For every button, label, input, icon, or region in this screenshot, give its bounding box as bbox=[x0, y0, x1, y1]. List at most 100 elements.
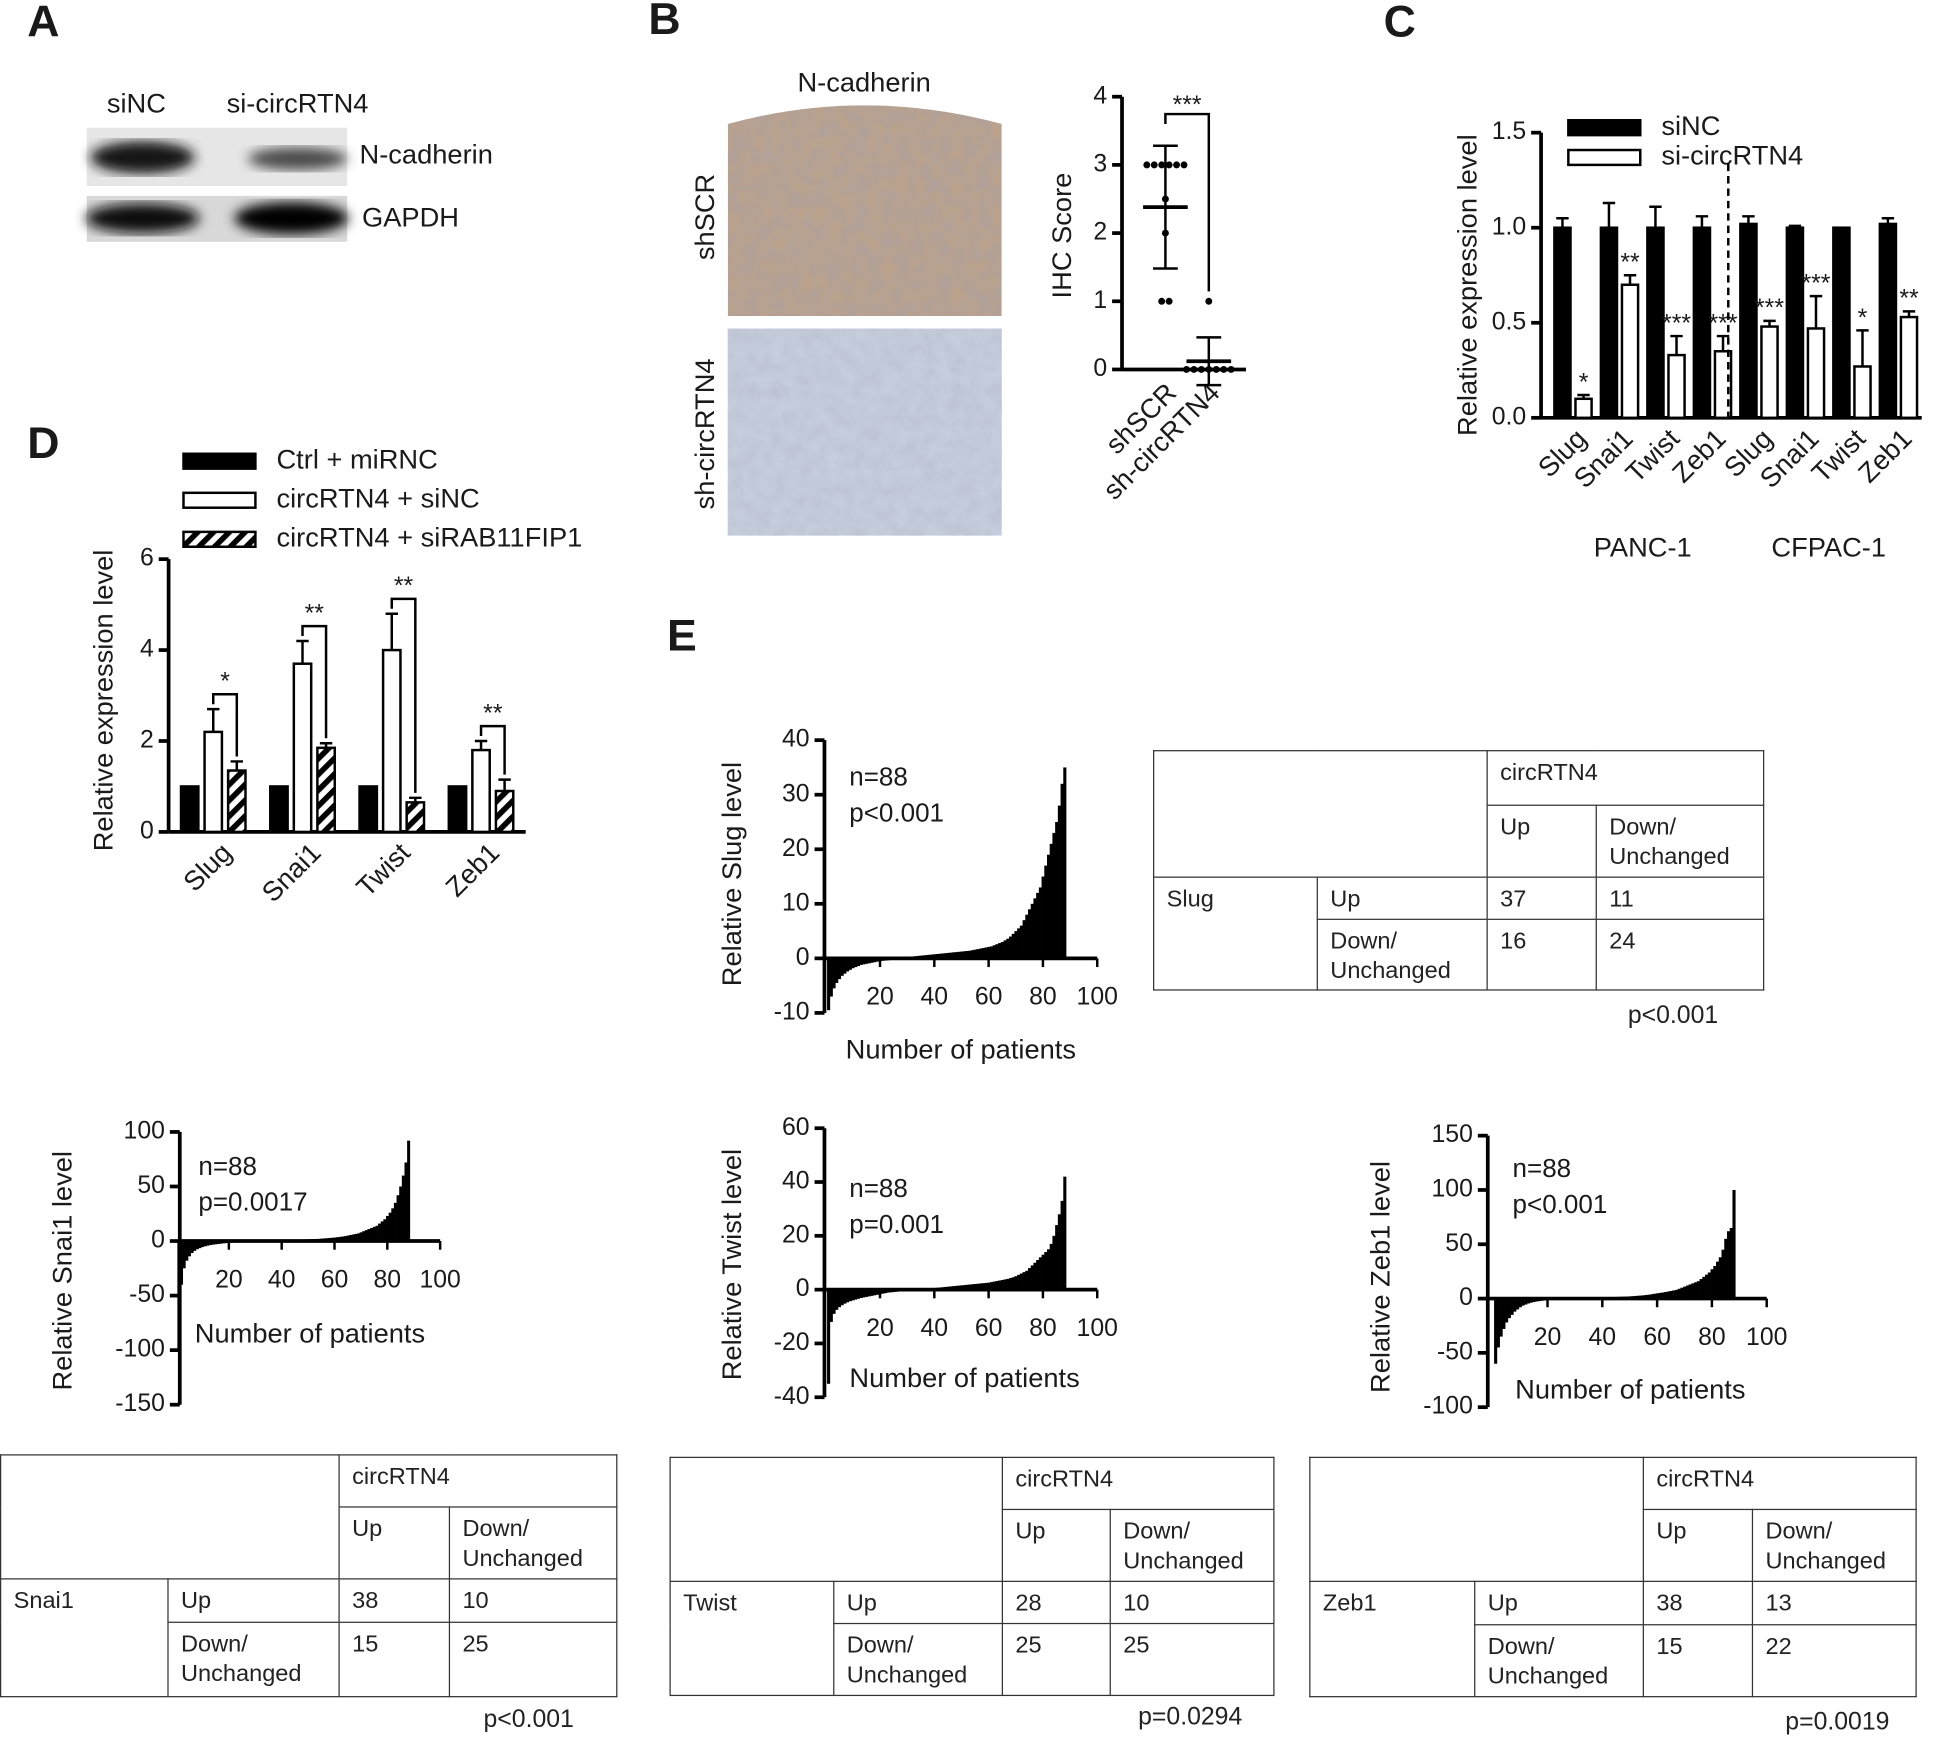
blot-band bbox=[91, 141, 195, 173]
bar bbox=[1700, 1279, 1703, 1299]
y-axis-label: Relative Snai1 level bbox=[47, 1151, 78, 1390]
bar bbox=[1732, 1190, 1735, 1299]
bar bbox=[1761, 327, 1777, 418]
y-tick-label: 0 bbox=[796, 944, 810, 971]
error-bar bbox=[1856, 330, 1868, 366]
significance-label: *** bbox=[1709, 310, 1738, 337]
legend-swatch bbox=[183, 493, 255, 508]
column-label: Down/ Unchanged bbox=[449, 1507, 616, 1579]
bar bbox=[1711, 1269, 1714, 1298]
table-row: circRTN4 bbox=[1, 1455, 617, 1507]
group-label: PANC-1 bbox=[1594, 531, 1692, 562]
bar bbox=[1063, 1177, 1066, 1290]
x-tick-label: 40 bbox=[921, 1315, 949, 1342]
band-label: N-cadherin bbox=[360, 138, 493, 169]
y-tick-label: 150 bbox=[1432, 1121, 1473, 1148]
data-point bbox=[1158, 161, 1165, 168]
x-tick-label: Zeb1 bbox=[1852, 423, 1918, 489]
y-tick-label: -50 bbox=[1437, 1338, 1473, 1365]
annotation: p<0.001 bbox=[1513, 1189, 1608, 1219]
error-bar bbox=[207, 709, 219, 732]
y-tick-label: 0 bbox=[796, 1275, 810, 1302]
y-tick-label: -100 bbox=[115, 1336, 165, 1363]
annotation: n=88 bbox=[849, 761, 908, 791]
bar bbox=[1004, 940, 1007, 958]
y-tick-label: 60 bbox=[782, 1114, 810, 1141]
x-tick-label: 40 bbox=[268, 1266, 296, 1293]
count-cell: 37 bbox=[1487, 877, 1596, 919]
panel-label: A bbox=[27, 0, 59, 47]
y-tick-label: 0 bbox=[1093, 355, 1107, 382]
bar bbox=[1052, 1236, 1055, 1290]
bar bbox=[407, 802, 424, 832]
bar bbox=[1505, 1299, 1508, 1323]
bar bbox=[1901, 317, 1917, 418]
group-label: CFPAC-1 bbox=[1771, 531, 1886, 562]
count-cell: 25 bbox=[1002, 1624, 1110, 1696]
x-tick-label: 60 bbox=[975, 984, 1003, 1011]
data-point bbox=[1143, 161, 1150, 168]
bar bbox=[843, 1290, 846, 1304]
ihc-row-label: sh-circRTN4 bbox=[689, 358, 720, 509]
y-tick-label: -40 bbox=[774, 1383, 810, 1410]
bar bbox=[183, 1241, 186, 1268]
bar bbox=[830, 958, 833, 996]
data-point bbox=[1151, 161, 1158, 168]
count-cell: 11 bbox=[1596, 877, 1763, 919]
data-point bbox=[1228, 366, 1235, 373]
blot-band bbox=[234, 202, 348, 234]
x-tick-label: 100 bbox=[1746, 1324, 1787, 1351]
legend-swatch bbox=[1568, 150, 1640, 165]
gene-label: Slug bbox=[1154, 877, 1318, 990]
bar bbox=[1511, 1299, 1514, 1315]
y-tick-label: 0 bbox=[1459, 1284, 1473, 1311]
error-bar bbox=[1670, 336, 1682, 355]
count-cell: 22 bbox=[1752, 1625, 1916, 1697]
bar bbox=[1808, 328, 1824, 417]
bar bbox=[1025, 915, 1028, 959]
bar bbox=[1730, 1228, 1733, 1299]
count-cell: 38 bbox=[339, 1579, 449, 1622]
bar bbox=[399, 1186, 402, 1241]
x-tick-label: 20 bbox=[215, 1266, 243, 1293]
lane-label: siNC bbox=[107, 88, 166, 119]
lane-label: si-circRTN4 bbox=[227, 88, 369, 119]
significance-label: *** bbox=[1662, 310, 1691, 337]
column-label: Down/ Unchanged bbox=[1110, 1509, 1274, 1581]
legend-swatch bbox=[183, 532, 255, 547]
bar bbox=[1047, 1249, 1050, 1289]
significance-label: ** bbox=[305, 600, 325, 627]
bar bbox=[407, 1141, 410, 1241]
column-label: Up bbox=[1002, 1509, 1110, 1581]
column-label: Up bbox=[1487, 805, 1596, 877]
y-tick-label: 0 bbox=[140, 817, 154, 844]
bar bbox=[378, 1224, 381, 1241]
x-tick-label: 80 bbox=[1029, 1315, 1057, 1342]
annotation: n=88 bbox=[198, 1151, 257, 1181]
bar bbox=[381, 1221, 384, 1241]
bar bbox=[832, 1290, 835, 1314]
annotation: p<0.001 bbox=[849, 797, 944, 827]
bar bbox=[1028, 909, 1031, 958]
bar bbox=[1689, 1284, 1692, 1298]
error-bar bbox=[498, 780, 510, 791]
bar bbox=[1694, 1282, 1697, 1298]
bar bbox=[383, 650, 400, 832]
bar bbox=[998, 943, 1001, 958]
bar bbox=[1727, 1231, 1730, 1298]
y-tick-label: 50 bbox=[1445, 1230, 1473, 1257]
gene-label: Zeb1 bbox=[1310, 1581, 1475, 1696]
bar bbox=[1061, 784, 1064, 959]
row-label: Down/ Unchanged bbox=[1317, 919, 1487, 990]
y-tick-label: 0.5 bbox=[1492, 308, 1526, 335]
bar bbox=[1691, 1283, 1694, 1298]
y-tick-label: -20 bbox=[774, 1329, 810, 1356]
bar bbox=[827, 958, 830, 1010]
data-point bbox=[1166, 161, 1173, 168]
